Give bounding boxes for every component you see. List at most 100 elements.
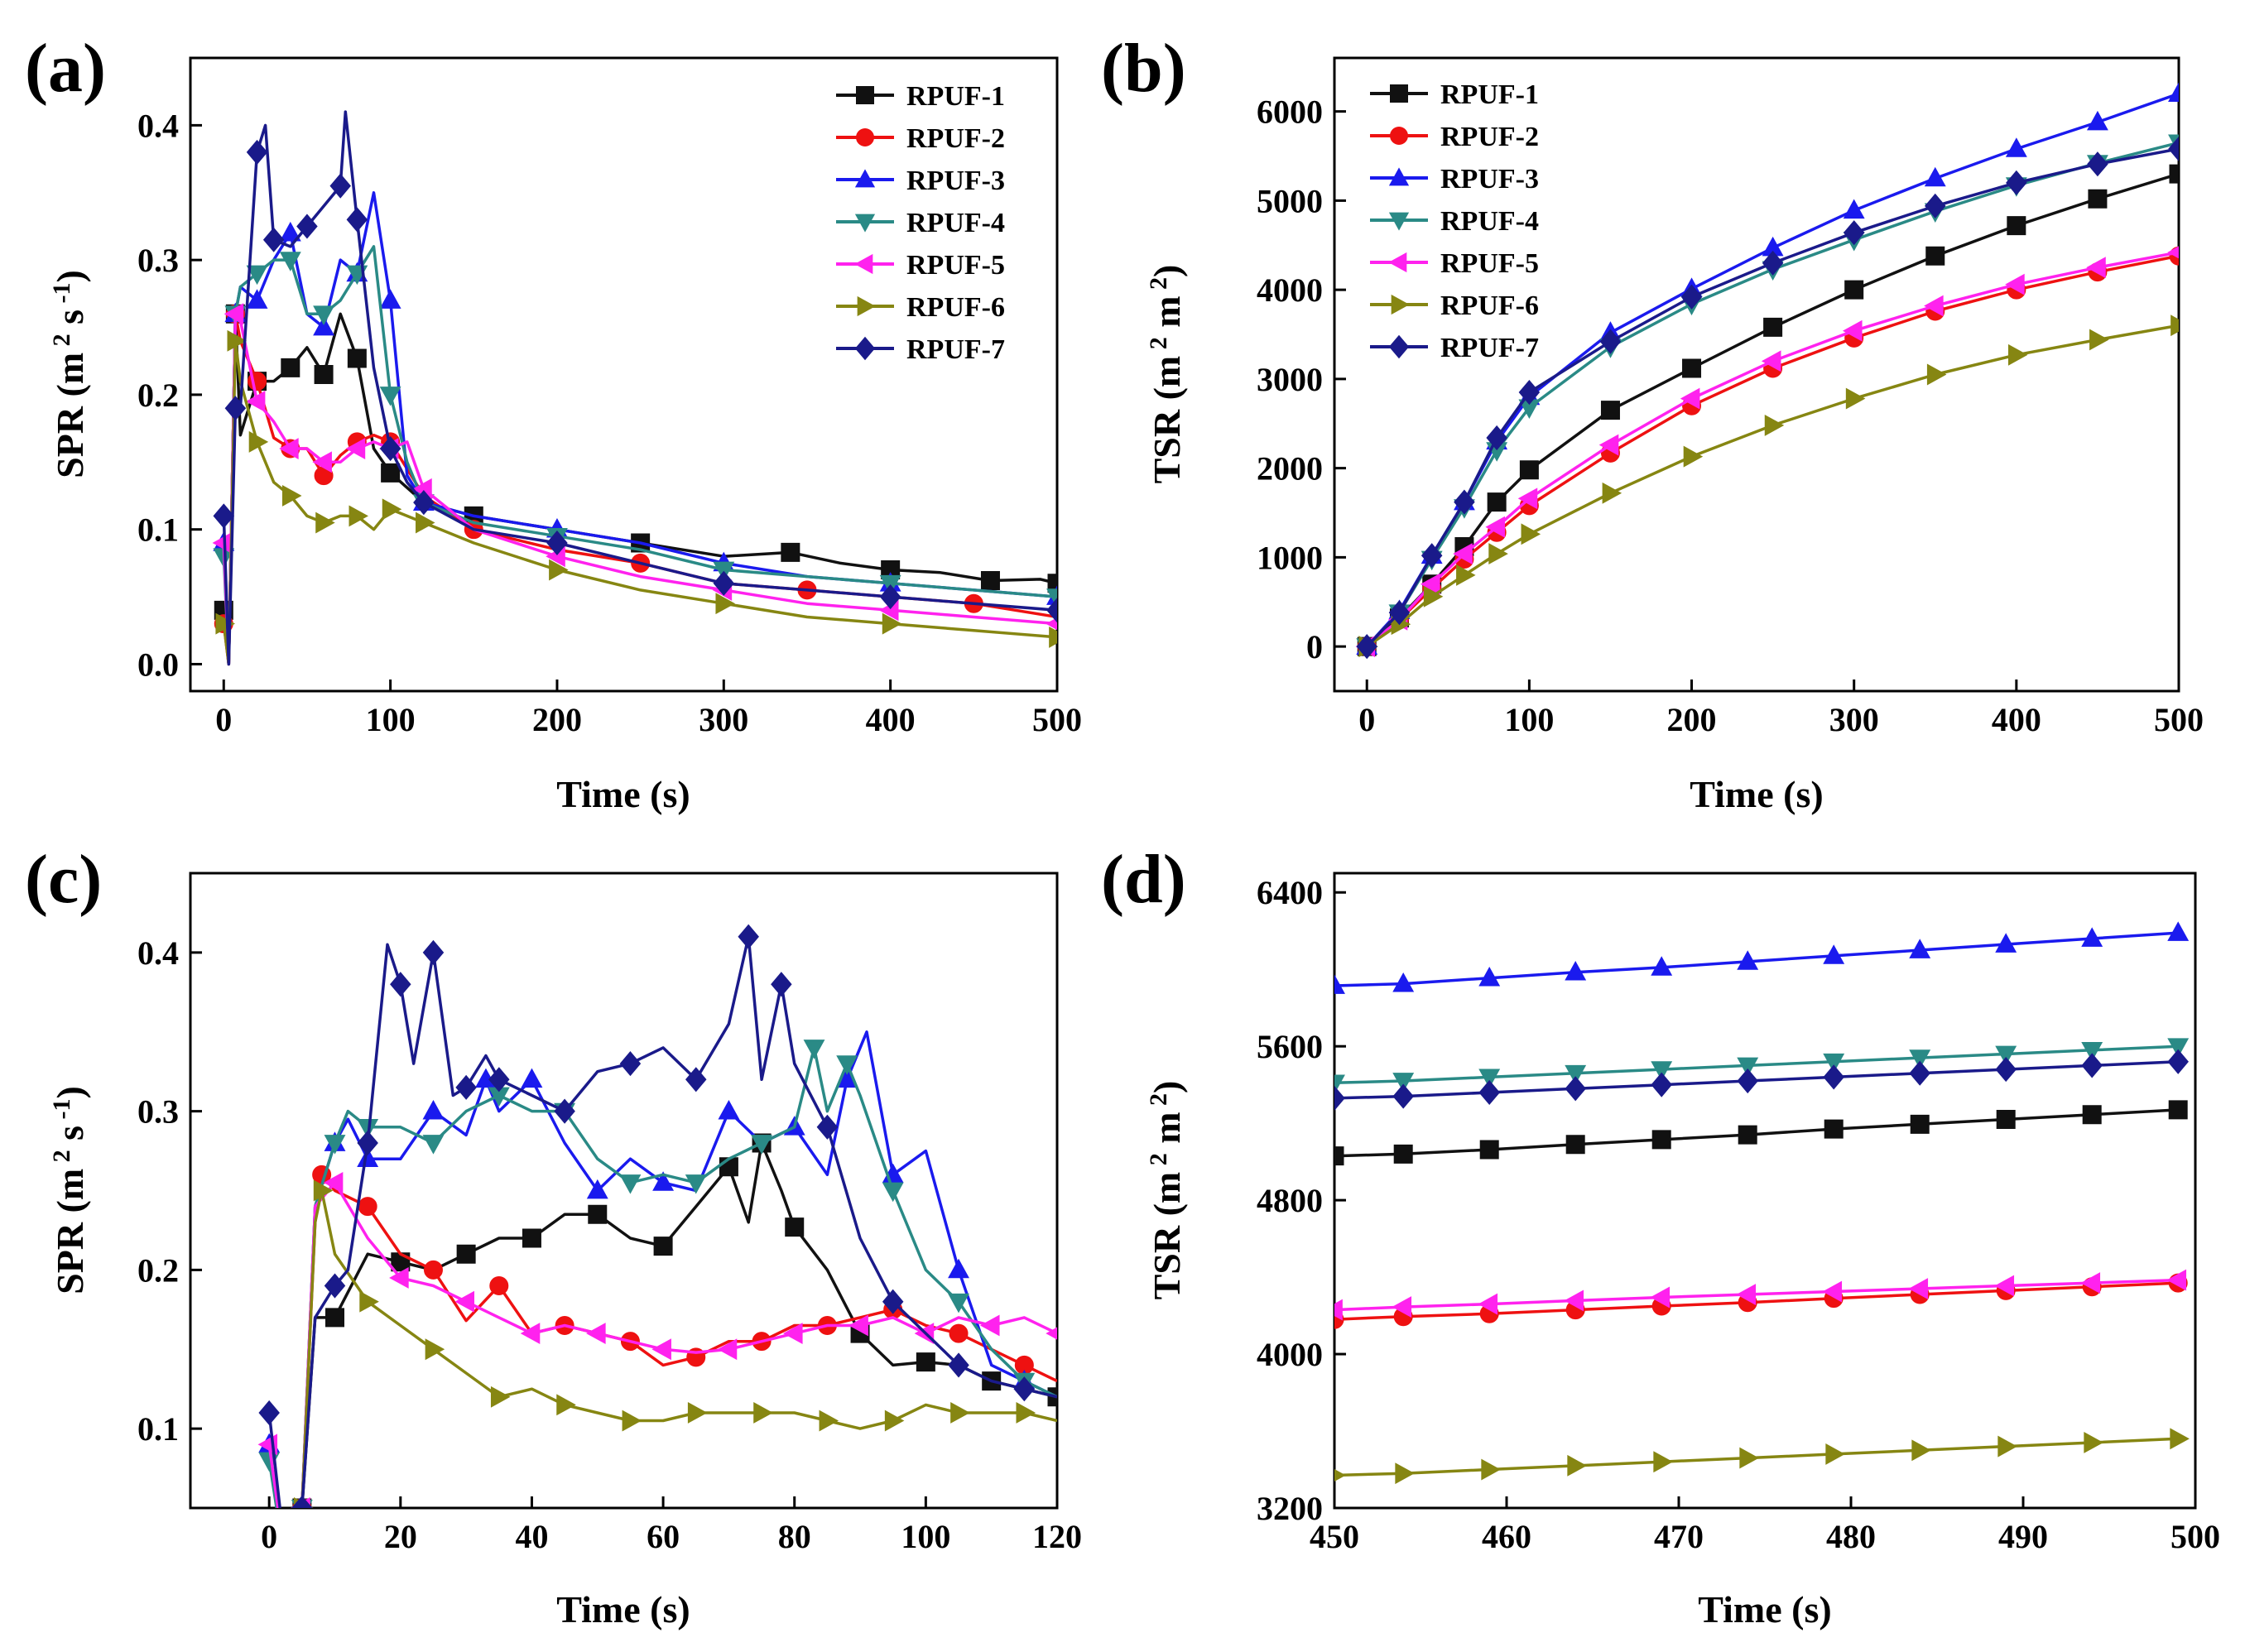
data-point-rpuf-5 xyxy=(1680,387,1700,410)
y-tick-label: 0.2 xyxy=(137,377,179,414)
data-point-rpuf-5 xyxy=(1564,1289,1584,1312)
data-point-rpuf-7 xyxy=(1599,329,1622,354)
data-point-rpuf-5 xyxy=(586,1323,606,1345)
data-point-rpuf-7 xyxy=(422,939,445,965)
data-point-rpuf-4 xyxy=(357,1118,379,1139)
x-tick-label: 200 xyxy=(1667,701,1717,738)
series-line-rpuf-4 xyxy=(1334,1045,2179,1085)
data-point-rpuf-7 xyxy=(1486,425,1507,451)
y-tick-label: 2000 xyxy=(1257,450,1323,487)
series-line-rpuf-6 xyxy=(1366,324,2179,648)
series-line-rpuf-6 xyxy=(222,339,1057,666)
data-point-rpuf-6 xyxy=(1911,1439,1931,1462)
data-point-rpuf-6 xyxy=(2170,315,2179,337)
data-point-rpuf-5 xyxy=(651,1338,671,1361)
data-point-rpuf-5 xyxy=(279,438,299,459)
y-tick-label: 4000 xyxy=(1257,1336,1323,1373)
data-point-rpuf-7 xyxy=(1565,1076,1586,1102)
data-point-rpuf-4 xyxy=(1737,1057,1759,1078)
x-tick-label: 200 xyxy=(532,701,582,738)
data-point-rpuf-5 xyxy=(245,391,266,412)
panel-letter-a: (a) xyxy=(25,30,106,107)
y-tick-label: 0.1 xyxy=(137,511,179,549)
data-point-rpuf-5 xyxy=(520,1323,541,1345)
data-point-rpuf-6 xyxy=(313,1179,334,1202)
data-point-rpuf-6 xyxy=(359,1290,379,1313)
x-tick-label: 300 xyxy=(1829,701,1879,738)
data-point-rpuf-5 xyxy=(312,451,332,473)
legend-marker xyxy=(1388,167,1410,186)
plot-frame-c xyxy=(189,872,1059,1510)
legend-marker xyxy=(857,295,876,317)
data-point-rpuf-1 xyxy=(347,348,367,368)
x-tick-label: 500 xyxy=(1032,701,1082,738)
data-point-rpuf-7 xyxy=(390,972,411,997)
data-point-rpuf-3 xyxy=(1392,972,1415,992)
y-tick-label: 0.4 xyxy=(137,934,179,972)
data-point-rpuf-6 xyxy=(1395,1462,1415,1485)
data-point-rpuf-7 xyxy=(258,1400,280,1426)
data-point-rpuf-1 xyxy=(2168,1100,2188,1120)
x-tick-label: 60 xyxy=(647,1518,680,1555)
data-point-rpuf-7 xyxy=(2006,170,2027,195)
data-point-rpuf-1 xyxy=(1925,246,1945,266)
y-axis-title-b: TSR (m 2 m 2) xyxy=(1145,265,1189,484)
series-line-rpuf-7 xyxy=(267,934,1057,1508)
data-point-rpuf-7 xyxy=(1737,1068,1758,1094)
data-point-rpuf-6 xyxy=(1825,1443,1845,1465)
data-point-rpuf-6 xyxy=(1845,387,1866,410)
data-point-rpuf-3 xyxy=(2086,110,2108,131)
axis-ticks-a: 0 100 200 300 400 500 0.0 0.1 0.2 0.3 0.4 xyxy=(137,107,1082,738)
data-point-rpuf-3 xyxy=(246,289,268,309)
x-tick-label: 0 xyxy=(1358,701,1375,738)
data-point-rpuf-7 xyxy=(685,1067,707,1093)
data-point-rpuf-5 xyxy=(1843,319,1863,342)
y-axis-title-a: SPR (m 2 s -1) xyxy=(48,270,92,478)
data-point-rpuf-1 xyxy=(653,1237,673,1256)
data-point-rpuf-4 xyxy=(313,305,335,325)
data-point-rpuf-6 xyxy=(1602,482,1622,504)
series-layer-a xyxy=(212,110,1057,666)
series-line-rpuf-4 xyxy=(267,1046,1057,1508)
data-point-rpuf-6 xyxy=(1481,1458,1501,1481)
data-point-rpuf-5 xyxy=(1924,295,1944,317)
data-point-rpuf-1 xyxy=(381,463,401,483)
x-tick-label: 20 xyxy=(384,1518,417,1555)
data-point-rpuf-7 xyxy=(1651,1072,1672,1097)
data-point-rpuf-7 xyxy=(291,1495,313,1508)
series-line-rpuf-5 xyxy=(267,1181,1057,1508)
data-point-rpuf-5 xyxy=(2080,1272,2101,1294)
data-point-rpuf-1 xyxy=(2169,164,2179,184)
data-point-rpuf-5 xyxy=(1478,1293,1498,1315)
data-point-rpuf-5 xyxy=(1994,1275,2015,1297)
data-point-rpuf-4 xyxy=(1909,1049,1931,1069)
data-point-rpuf-5 xyxy=(1908,1278,1929,1299)
data-point-rpuf-7 xyxy=(1925,193,1946,219)
data-point-rpuf-1 xyxy=(785,1217,805,1237)
data-point-rpuf-3 xyxy=(2168,82,2179,102)
data-point-rpuf-3 xyxy=(2005,137,2027,157)
data-point-rpuf-1 xyxy=(1651,1130,1671,1150)
data-point-rpuf-1 xyxy=(1682,358,1702,378)
series-line-rpuf-6 xyxy=(300,1189,1057,1508)
x-tick-label: 100 xyxy=(1504,701,1554,738)
data-point-rpuf-1 xyxy=(1763,317,1783,337)
data-point-rpuf-4 xyxy=(803,1040,825,1059)
x-tick-label: 100 xyxy=(901,1518,950,1555)
data-point-rpuf-7 xyxy=(948,1352,969,1378)
legend-b: RPUF-1 RPUF-2 RPUF-3 RPUF-4 RPUF-5 RPUF-6 RPUF… xyxy=(1370,79,1539,363)
panel-b: (b) 0 100 200 300 400 50001000200030004000500… xyxy=(1101,30,2204,815)
data-point-rpuf-1 xyxy=(588,1204,608,1224)
data-point-rpuf-1 xyxy=(2088,189,2108,209)
data-point-rpuf-2 xyxy=(489,1276,509,1295)
data-point-rpuf-1 xyxy=(1047,574,1057,593)
x-tick-label: 400 xyxy=(1992,701,2041,738)
data-point-rpuf-4 xyxy=(246,265,268,286)
legend-label: RPUF-1 xyxy=(1440,79,1539,110)
data-point-rpuf-1 xyxy=(1600,401,1620,420)
x-axis-title-c: Time (s) xyxy=(556,1588,690,1630)
data-point-rpuf-6 xyxy=(1334,1468,1346,1482)
data-point-rpuf-7 xyxy=(455,1074,477,1100)
data-point-rpuf-7 xyxy=(1762,250,1784,276)
data-point-rpuf-6 xyxy=(1653,1451,1673,1473)
